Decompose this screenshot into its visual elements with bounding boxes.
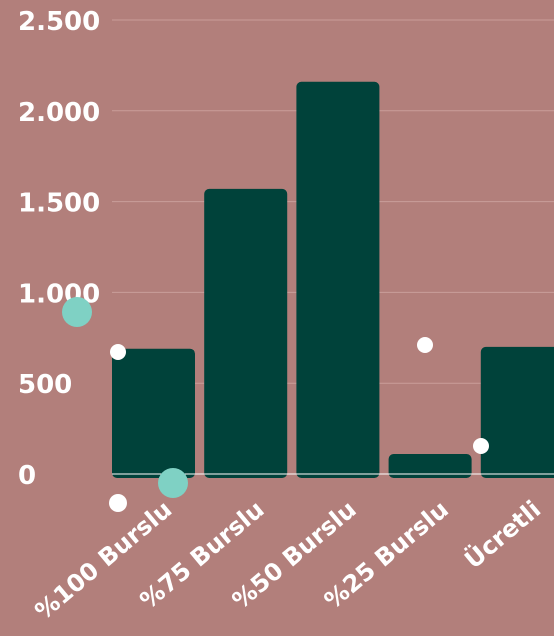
y-tick-label: 1.500: [18, 189, 100, 219]
bar: [296, 81, 380, 478]
decorative-circle: [110, 344, 126, 360]
y-tick-label: 2.000: [18, 98, 100, 128]
decorative-circle: [158, 468, 188, 498]
decorative-circles: [62, 297, 489, 512]
bar: [388, 454, 472, 478]
bar: [112, 348, 195, 478]
bars: [112, 81, 554, 478]
bar: [204, 188, 288, 478]
decorative-circle: [62, 297, 92, 327]
x-tick-label: Ücretli: [458, 494, 546, 575]
y-tick-label: 0: [18, 461, 36, 491]
y-tick-label: 2.500: [18, 7, 100, 37]
y-tick-label: 500: [18, 370, 72, 400]
decorative-circle: [473, 438, 489, 454]
decorative-circle: [109, 494, 127, 512]
bar: [480, 346, 554, 478]
x-axis-labels: %100 Burslu%75 Burslu%50 Burslu%25 Bursl…: [30, 494, 546, 626]
decorative-circle: [417, 337, 433, 353]
